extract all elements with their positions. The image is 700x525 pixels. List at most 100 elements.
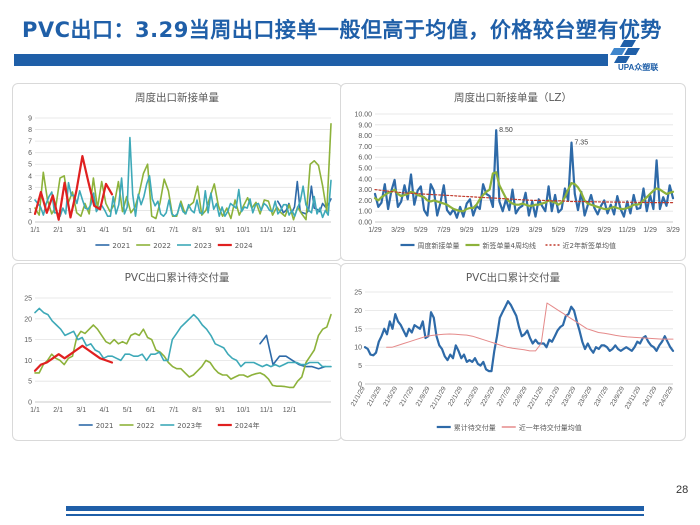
y-tick-label: 6.00 xyxy=(358,155,372,162)
y-tick-label: 1 xyxy=(28,208,32,215)
slide-title: PVC出口：3.29当周出口接单一般但高于均值，价格较台塑有优势 xyxy=(22,18,662,42)
x-tick-label: 1/29 xyxy=(643,227,657,234)
chart-title: 周度出口新接单量（LZ） xyxy=(454,91,572,104)
legend-label: 2022 xyxy=(153,242,171,250)
x-tick-label: 21/9/29 xyxy=(415,385,432,408)
x-tick-label: 6/1 xyxy=(146,227,156,234)
y-tick-label: 2 xyxy=(28,196,32,203)
x-tick-label: 4/1 xyxy=(100,407,110,414)
data-annotation: 7.35 xyxy=(574,140,588,147)
chart-panel-2: 周度出口新接单量（LZ） 0.00 1.00 2.00 3.00 4.00 5.00 6.00… xyxy=(340,83,686,261)
chart-panel-1: 周度出口新接单量 0 1 2 3 4 5 6 7 8 9 1/1 2/1 3/1 4/1 5/1 6/1 7/1 8… xyxy=(12,83,342,261)
x-tick-label: 8/1 xyxy=(192,227,202,234)
x-tick-label: 21/3/29 xyxy=(366,385,383,408)
logo-text: UPA众塑联 xyxy=(618,63,659,72)
x-tick-label: 24/3/29 xyxy=(658,385,675,408)
x-tick-label: 22/3/29 xyxy=(463,385,480,408)
x-tick-label: 22/5/29 xyxy=(480,385,497,408)
y-tick-label: 3 xyxy=(28,185,32,192)
chart-title: PVC出口累计待交付量 xyxy=(125,271,230,284)
chart-title: 周度出口新接单量 xyxy=(135,91,219,104)
y-tick-label: 10.00 xyxy=(354,112,372,119)
page-number: 28 xyxy=(676,484,689,496)
x-tick-label: 7/29 xyxy=(574,227,588,234)
x-tick-label: 21/7/29 xyxy=(398,385,415,408)
y-tick-label: 8.00 xyxy=(358,133,372,140)
x-tick-label: 24/1/29 xyxy=(642,385,659,408)
x-tick-label: 21/1/29 xyxy=(350,385,367,408)
series-line-1 xyxy=(276,180,332,215)
series-line-3 xyxy=(34,136,332,219)
y-tick-label: 0 xyxy=(28,400,32,407)
x-tick-label: 23/5/29 xyxy=(577,385,594,408)
series-line-4 xyxy=(33,344,114,372)
legend-label: 周度新接单量 xyxy=(418,241,460,250)
y-tick-label: 10 xyxy=(24,358,32,365)
x-tick-label: 11/29 xyxy=(619,227,636,234)
x-tick-label: 3/29 xyxy=(666,227,680,234)
header-bar xyxy=(14,54,608,66)
x-tick-label: 1/29 xyxy=(506,227,520,234)
x-tick-label: 23/11/29 xyxy=(624,385,643,410)
series-line-2 xyxy=(386,302,674,352)
series-line-2 xyxy=(34,313,332,389)
x-tick-label: 23/1/29 xyxy=(544,385,561,408)
y-tick-label: 25 xyxy=(24,296,32,303)
company-logo xyxy=(606,38,690,72)
y-tick-label: 15 xyxy=(354,326,362,333)
x-tick-label: 11/1 xyxy=(260,227,273,234)
x-tick-label: 7/29 xyxy=(437,227,451,234)
footer-bar-thin xyxy=(66,514,644,516)
legend-label: 2024年 xyxy=(235,421,260,430)
series-line-4 xyxy=(33,154,114,221)
series-line-1 xyxy=(363,300,675,373)
x-tick-label: 5/1 xyxy=(123,227,133,234)
y-tick-label: 7.00 xyxy=(358,144,372,151)
x-tick-label: 3/1 xyxy=(76,227,86,234)
x-tick-label: 12/1 xyxy=(283,407,297,414)
legend-label: 2023 xyxy=(194,242,212,250)
x-tick-label: 4/1 xyxy=(100,227,110,234)
series-line-3 xyxy=(374,188,674,204)
y-tick-label: 8 xyxy=(28,127,32,134)
y-tick-label: 20 xyxy=(354,308,362,315)
legend-label: 2021 xyxy=(112,242,130,250)
logo-mark-icon xyxy=(610,40,640,63)
y-tick-label: 10 xyxy=(354,345,362,352)
y-tick-label: 25 xyxy=(354,290,362,297)
x-tick-label: 22/9/29 xyxy=(512,385,529,408)
chart-panel-3: PVC出口累计待交付量 0 5 10 15 20 25 1/1 2/1 3/1 4/1 5/1 6/1 7… xyxy=(12,263,342,441)
y-tick-label: 9 xyxy=(28,116,32,123)
x-tick-label: 10/1 xyxy=(236,227,250,234)
x-tick-label: 1/29 xyxy=(368,227,382,234)
x-tick-label: 11/1 xyxy=(260,407,273,414)
y-tick-label: 6 xyxy=(28,150,32,157)
y-tick-label: 5 xyxy=(28,162,32,169)
x-tick-label: 23/9/29 xyxy=(609,385,626,408)
y-tick-label: 7 xyxy=(28,139,32,146)
y-tick-label: 15 xyxy=(24,337,32,344)
y-tick-label: 0 xyxy=(28,220,32,227)
y-tick-label: 5 xyxy=(358,363,362,370)
footer-bar xyxy=(66,506,644,511)
x-tick-label: 3/29 xyxy=(529,227,543,234)
legend-label: 2021 xyxy=(96,422,114,430)
chart-title: PVC出口累计交付量 xyxy=(466,271,561,284)
x-tick-label: 8/1 xyxy=(192,407,202,414)
x-tick-label: 22/7/29 xyxy=(496,385,513,408)
legend-label: 新签单量4周均线 xyxy=(483,241,536,250)
x-tick-label: 23/7/29 xyxy=(593,385,610,408)
y-tick-label: 4 xyxy=(28,173,32,180)
y-tick-label: 1.00 xyxy=(358,209,372,216)
x-tick-label: 2/1 xyxy=(53,227,63,234)
pending-delivery-chart: PVC出口累计待交付量 0 5 10 15 20 25 1/1 2/1 3/1 4/1 5/1 6/1 7… xyxy=(24,271,332,430)
x-tick-label: 21/11/29 xyxy=(429,385,448,410)
x-tick-label: 1/1 xyxy=(30,227,40,234)
legend-label: 近一年待交付量均值 xyxy=(519,423,582,432)
series-line-2 xyxy=(373,171,675,213)
legend-label: 近2年新签单均值 xyxy=(563,241,616,250)
x-tick-label: 6/1 xyxy=(146,407,156,414)
legend-label: 2024 xyxy=(235,242,253,250)
x-tick-label: 23/3/29 xyxy=(561,385,578,408)
weekly-new-orders-chart: 周度出口新接单量 0 1 2 3 4 5 6 7 8 9 1/1 2/1 3/1 4/1 5/1 6/1 7/1 8… xyxy=(28,91,332,250)
